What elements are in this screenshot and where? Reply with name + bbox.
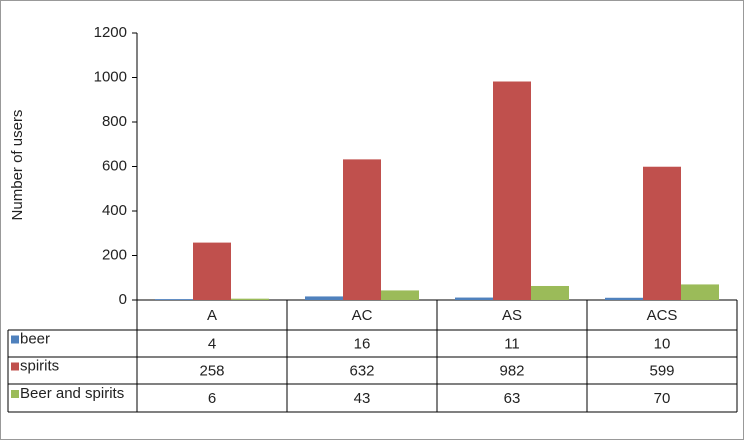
table-value: 599 — [649, 362, 674, 379]
legend-label: spirits — [20, 357, 59, 374]
legend-swatch — [11, 335, 19, 344]
table-value: 6 — [208, 390, 216, 407]
bar — [605, 297, 643, 300]
y-axis-label: Number of users — [9, 110, 26, 221]
bar — [381, 290, 419, 300]
x-tick-label: A — [207, 307, 217, 324]
y-tick-label: 200 — [102, 246, 127, 263]
bar — [305, 296, 343, 300]
legend-label: beer — [20, 330, 50, 347]
table-value: 632 — [349, 362, 374, 379]
x-tick-label: AS — [502, 307, 522, 324]
x-tick-label: AC — [352, 307, 373, 324]
legend-swatch — [11, 362, 19, 371]
bar — [231, 298, 269, 300]
x-tick-label: ACS — [647, 307, 678, 324]
bar — [493, 81, 531, 300]
legend-swatch — [11, 390, 19, 398]
table-value: 4 — [208, 335, 216, 352]
table-value: 43 — [354, 390, 371, 407]
table-value: 258 — [199, 362, 224, 379]
table-value: 63 — [504, 390, 521, 407]
table-value: 11 — [504, 335, 520, 352]
legend-label: Beer and spirits — [20, 385, 124, 402]
y-tick-label: 800 — [102, 113, 127, 130]
bar — [681, 284, 719, 300]
bar — [155, 299, 193, 300]
y-tick-label: 1000 — [94, 68, 127, 85]
bar — [193, 242, 231, 300]
y-tick-label: 0 — [119, 291, 127, 308]
bar — [531, 285, 569, 300]
bar — [455, 297, 493, 300]
bar — [643, 166, 681, 300]
table-value: 982 — [499, 362, 524, 379]
table-value: 16 — [354, 335, 371, 352]
bar — [343, 159, 381, 300]
y-tick-label: 400 — [102, 202, 127, 219]
y-tick-label: 600 — [102, 157, 127, 174]
table-value: 70 — [654, 390, 671, 407]
y-tick-label: 1200 — [94, 24, 127, 41]
table-value: 10 — [654, 335, 671, 352]
